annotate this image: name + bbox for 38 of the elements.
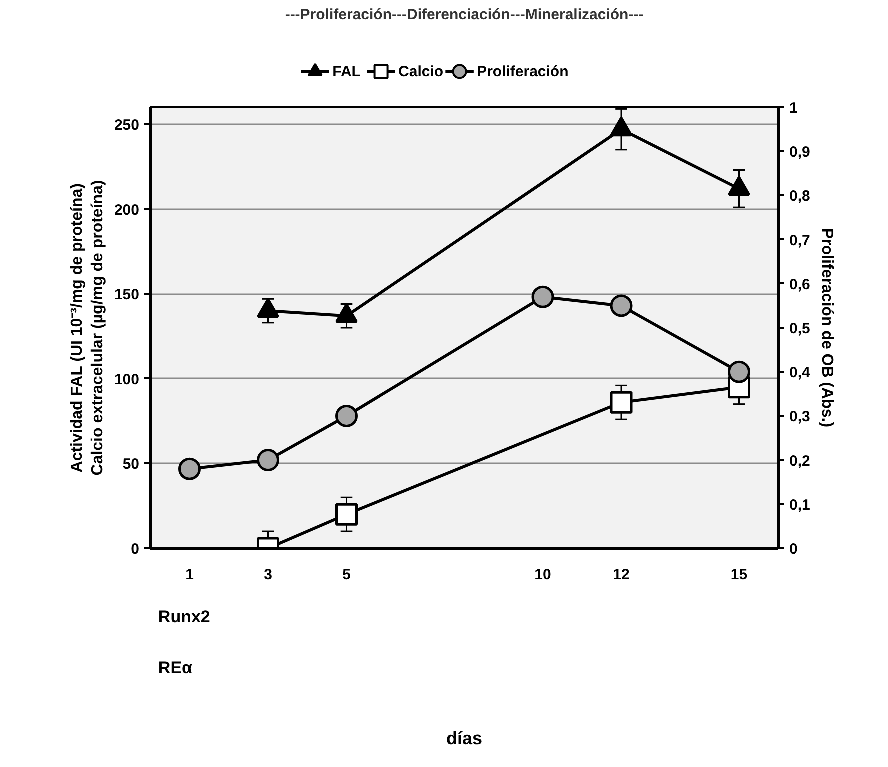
y2-tick-label: 0,9 — [790, 144, 810, 162]
legend-label: FAL — [332, 63, 361, 80]
text: días — [446, 728, 483, 749]
point — [257, 449, 280, 472]
y2-tick-label: 0,6 — [790, 276, 810, 294]
y2-tick-label: 0,3 — [790, 408, 810, 426]
text: Runx2 — [158, 607, 210, 626]
point — [336, 404, 358, 428]
point — [728, 360, 750, 384]
y-tick-label: 250 — [114, 116, 140, 134]
y-tick-label: 100 — [114, 371, 140, 388]
y-tick-label: 50 — [122, 456, 140, 474]
point — [610, 294, 633, 318]
y2-tick-label: 0,8 — [790, 188, 810, 206]
x-tick-label: 3 — [264, 566, 272, 584]
y2-axis-title: Proliferación de OB (Abs.) — [818, 228, 836, 428]
y2-tick-label: 0,1 — [790, 496, 810, 514]
x-tick-label: 15 — [730, 566, 748, 584]
y-axis-title: Actividad FAL (UI 10⁻³/mg de proteína) Calcio extracelular (µg/mg de proteína) — [69, 180, 106, 476]
point — [178, 458, 201, 480]
legend-label: Calcio — [398, 63, 444, 80]
x-tick-label: 12 — [613, 566, 630, 584]
y2-tick-label: 0,2 — [790, 452, 810, 470]
y2-tick-label: 0 — [790, 541, 798, 558]
x-tick-label: 1 — [186, 566, 194, 584]
y2-tick-label: 0,4 — [790, 364, 812, 382]
text: REα — [158, 658, 194, 678]
x-tick-label: 5 — [342, 566, 351, 584]
y-tick-label: 200 — [114, 202, 140, 219]
y2-tick-label: 0,5 — [790, 320, 810, 338]
point — [532, 286, 554, 308]
y2-tick-label: 1 — [790, 100, 798, 117]
y-tick-label: 150 — [114, 286, 140, 304]
chart-title: ---Proliferación---Diferenciación---Mineralización--- — [285, 6, 644, 24]
y-tick-label: 0 — [131, 541, 140, 558]
legend-label: Proliferación — [477, 63, 569, 80]
x-tick-label: 10 — [534, 566, 552, 584]
y2-tick-label: 0,7 — [790, 232, 810, 250]
